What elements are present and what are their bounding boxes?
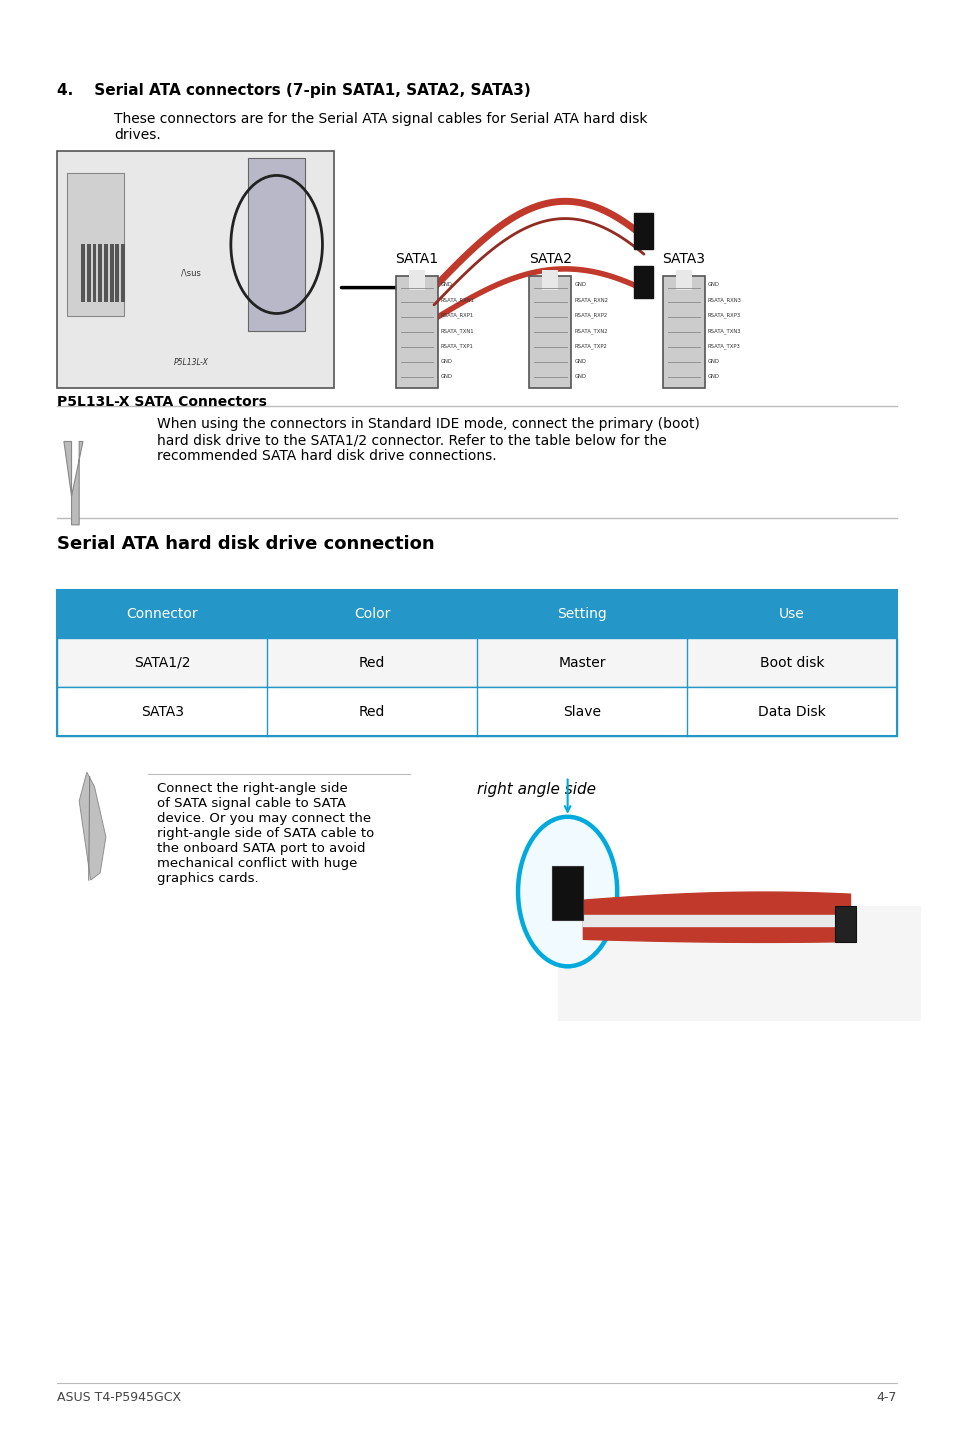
Bar	[121, 244, 125, 302]
Bar	[634, 213, 653, 249]
Text: right angle side: right angle side	[476, 782, 596, 797]
Bar	[115, 244, 119, 302]
Text: SATA3: SATA3	[661, 252, 705, 266]
Bar	[57, 638, 896, 687]
Bar	[57, 687, 896, 736]
Polygon shape	[64, 441, 83, 525]
Polygon shape	[79, 772, 106, 880]
Text: ASUS T4-P5945GCX: ASUS T4-P5945GCX	[57, 1391, 181, 1403]
Text: Connect the right-angle side
of SATA signal cable to SATA
device. Or you may con: Connect the right-angle side of SATA sig…	[157, 782, 375, 886]
Text: SATA1: SATA1	[395, 252, 438, 266]
Text: When using the connectors in Standard IDE mode, connect the primary (boot)
hard : When using the connectors in Standard ID…	[157, 417, 700, 463]
Bar	[98, 244, 102, 302]
Text: Data Disk: Data Disk	[757, 705, 825, 719]
Bar	[57, 590, 896, 638]
Text: RSATA_TXN1: RSATA_TXN1	[440, 328, 474, 334]
Text: P5L13L-X SATA Connectors: P5L13L-X SATA Connectors	[57, 395, 267, 410]
Bar	[542, 270, 558, 290]
Text: Red: Red	[358, 656, 385, 670]
Bar	[104, 244, 108, 302]
Bar	[662, 276, 704, 388]
Text: RSATA_RXN1: RSATA_RXN1	[440, 298, 475, 303]
Text: RSATA_RXP1: RSATA_RXP1	[440, 312, 474, 318]
Bar	[529, 276, 571, 388]
Bar	[92, 244, 96, 302]
Text: GND: GND	[707, 374, 719, 380]
Text: These connectors are for the Serial ATA signal cables for Serial ATA hard disk
d: These connectors are for the Serial ATA …	[114, 112, 647, 142]
Bar	[110, 244, 113, 302]
Text: RSATA_TXP1: RSATA_TXP1	[440, 344, 473, 349]
Text: /\sus: /\sus	[181, 269, 200, 278]
Circle shape	[517, 817, 617, 966]
Text: Use: Use	[779, 607, 803, 621]
Bar	[552, 866, 582, 920]
Text: Setting: Setting	[557, 607, 606, 621]
Text: RSATA_RXP3: RSATA_RXP3	[707, 312, 740, 318]
Text: GND: GND	[440, 374, 452, 380]
Bar	[67, 173, 124, 316]
Text: SATA3: SATA3	[140, 705, 184, 719]
Text: P5L13L-X: P5L13L-X	[173, 358, 208, 367]
Text: 4-7: 4-7	[876, 1391, 896, 1403]
Bar	[57, 590, 896, 736]
Bar	[57, 151, 334, 388]
Text: RSATA_TXN3: RSATA_TXN3	[707, 328, 740, 334]
Bar	[558, 906, 920, 1021]
Text: GND: GND	[574, 374, 585, 380]
Text: RSATA_TXN2: RSATA_TXN2	[574, 328, 607, 334]
Text: Master: Master	[558, 656, 605, 670]
Text: GND: GND	[707, 360, 719, 364]
Text: SATA1/2: SATA1/2	[133, 656, 191, 670]
Bar	[395, 276, 437, 388]
Text: RSATA_TXP2: RSATA_TXP2	[574, 344, 606, 349]
Bar	[248, 158, 305, 331]
Text: SATA2: SATA2	[528, 252, 572, 266]
Text: Red: Red	[358, 705, 385, 719]
Bar	[87, 244, 91, 302]
Text: GND: GND	[440, 360, 452, 364]
Bar	[634, 266, 653, 298]
Text: GND: GND	[574, 360, 585, 364]
Text: Serial ATA hard disk drive connection: Serial ATA hard disk drive connection	[57, 535, 435, 554]
Text: RSATA_TXP3: RSATA_TXP3	[707, 344, 740, 349]
Text: GND: GND	[574, 282, 585, 288]
Text: RSATA_RXP2: RSATA_RXP2	[574, 312, 607, 318]
Text: Connector: Connector	[126, 607, 198, 621]
Text: Boot disk: Boot disk	[759, 656, 823, 670]
Text: RSATA_RXN2: RSATA_RXN2	[574, 298, 608, 303]
Text: GND: GND	[707, 282, 719, 288]
Text: GND: GND	[440, 282, 452, 288]
Text: RSATA_RXN3: RSATA_RXN3	[707, 298, 741, 303]
Bar	[676, 270, 691, 290]
Text: Color: Color	[354, 607, 390, 621]
Bar	[834, 906, 855, 942]
Text: Slave: Slave	[562, 705, 600, 719]
Bar	[409, 270, 424, 290]
Text: 4.    Serial ATA connectors (7-pin SATA1, SATA2, SATA3): 4. Serial ATA connectors (7-pin SATA1, S…	[57, 83, 531, 98]
Bar	[81, 244, 85, 302]
